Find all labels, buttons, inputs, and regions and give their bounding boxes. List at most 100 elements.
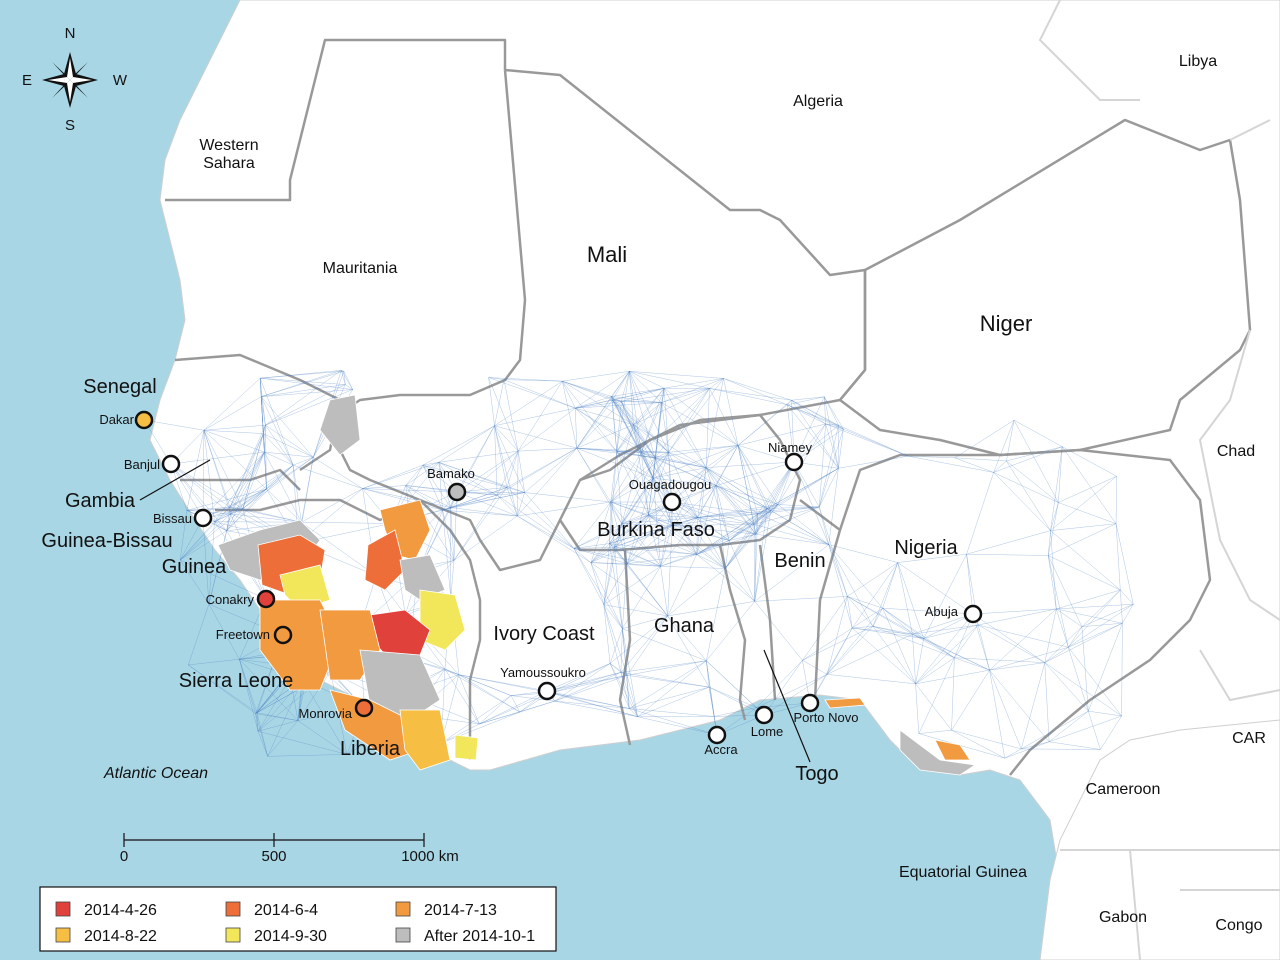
- city-marker-accra[interactable]: [707, 725, 727, 745]
- network-edge: [518, 447, 577, 452]
- network-edge: [826, 596, 848, 675]
- network-edge: [882, 608, 916, 684]
- network-edge: [729, 513, 758, 541]
- country-label-ghana: Ghana: [654, 615, 715, 637]
- network-edge: [609, 451, 617, 544]
- network-edge: [575, 402, 662, 409]
- network-edge: [697, 510, 771, 518]
- network-edge: [616, 451, 669, 453]
- network-edge: [575, 407, 656, 458]
- network-edge: [705, 467, 768, 509]
- city-marker-niamey[interactable]: [784, 452, 804, 472]
- network-edge: [494, 425, 508, 488]
- network-edge: [603, 604, 628, 676]
- network-edge: [612, 399, 669, 453]
- network-edge: [202, 430, 205, 519]
- network-edge: [1068, 647, 1089, 712]
- network-edge: [611, 396, 656, 458]
- network-edge: [641, 452, 649, 516]
- city-marker-porto-novo[interactable]: [800, 693, 820, 713]
- network-edge: [576, 447, 654, 479]
- city-marker-yamoussoukro[interactable]: [537, 681, 557, 701]
- network-edge: [456, 425, 495, 493]
- network-edge: [612, 400, 617, 452]
- network-edge: [629, 708, 718, 736]
- network-edge: [1044, 662, 1050, 742]
- network-edge: [621, 401, 654, 479]
- city-marker-lome[interactable]: [754, 705, 774, 725]
- network-edge: [422, 464, 498, 496]
- compass-e: E: [22, 72, 32, 89]
- network-edge: [989, 669, 1050, 742]
- network-edge: [517, 501, 611, 517]
- city-marker-conakry[interactable]: [256, 589, 276, 609]
- network-edge: [629, 708, 715, 717]
- network-edge: [1088, 623, 1123, 712]
- city-marker-bamako[interactable]: [447, 482, 467, 502]
- country-label-togo: Togo: [795, 763, 838, 785]
- network-edge: [260, 370, 344, 379]
- network-edge: [562, 380, 622, 402]
- network-edge: [622, 566, 661, 629]
- network-edge: [626, 478, 654, 564]
- network-edge: [915, 669, 990, 685]
- network-edge: [203, 429, 265, 453]
- city-marker-monrovia[interactable]: [354, 698, 374, 718]
- network-edge: [362, 464, 424, 489]
- network-edge: [1050, 476, 1117, 531]
- network-edge: [668, 445, 739, 453]
- network-edge: [966, 530, 1051, 555]
- network-edge: [494, 425, 498, 496]
- network-edge: [203, 429, 264, 434]
- network-edge: [882, 607, 955, 658]
- network-edge: [847, 596, 883, 609]
- network-edge: [672, 524, 755, 526]
- network-edge: [422, 464, 443, 511]
- network-edge: [954, 657, 990, 671]
- network-edge: [716, 485, 779, 505]
- network-edge: [872, 626, 913, 635]
- city-marker-bissau[interactable]: [193, 508, 213, 528]
- network-edge: [267, 754, 347, 757]
- network-edge: [188, 664, 256, 714]
- network-edge: [706, 601, 755, 661]
- network-edge: [641, 402, 662, 453]
- network-edge: [755, 510, 772, 535]
- network-edge: [753, 524, 829, 545]
- network-edge: [838, 425, 844, 430]
- network-edge: [705, 467, 758, 514]
- network-edge: [633, 388, 710, 426]
- network-edge: [422, 425, 495, 466]
- network-edge: [828, 544, 848, 597]
- network-edge: [611, 396, 613, 401]
- network-edge: [450, 507, 518, 517]
- network-edge: [954, 457, 1007, 462]
- city-marker-dakar[interactable]: [134, 410, 154, 430]
- network-edge: [697, 504, 779, 518]
- network-edge: [966, 554, 974, 615]
- network-edge: [629, 371, 669, 453]
- network-edge: [609, 543, 615, 548]
- network-edge: [621, 401, 662, 403]
- network-edge: [573, 548, 605, 605]
- city-marker-abuja[interactable]: [963, 604, 983, 624]
- city-marker-freetown[interactable]: [273, 625, 293, 645]
- city-marker-ouagadougou[interactable]: [662, 492, 682, 512]
- network-edge: [203, 430, 244, 509]
- network-edge: [757, 508, 768, 515]
- network-edge: [1044, 626, 1083, 663]
- network-edge: [697, 517, 755, 525]
- network-edge: [627, 563, 661, 567]
- network-edge: [229, 464, 294, 508]
- network-edge: [629, 686, 710, 709]
- city-marker-banjul[interactable]: [161, 454, 181, 474]
- network-edge: [503, 379, 576, 409]
- network-edge: [753, 524, 755, 602]
- network-edge: [266, 488, 302, 523]
- legend-label-2014-4-26: 2014-4-26: [84, 902, 157, 919]
- network-edge: [793, 396, 825, 463]
- country-label-liberia: Liberia: [340, 738, 401, 760]
- network-edge: [767, 508, 772, 511]
- network-edge: [826, 607, 883, 675]
- network-edge: [265, 389, 353, 426]
